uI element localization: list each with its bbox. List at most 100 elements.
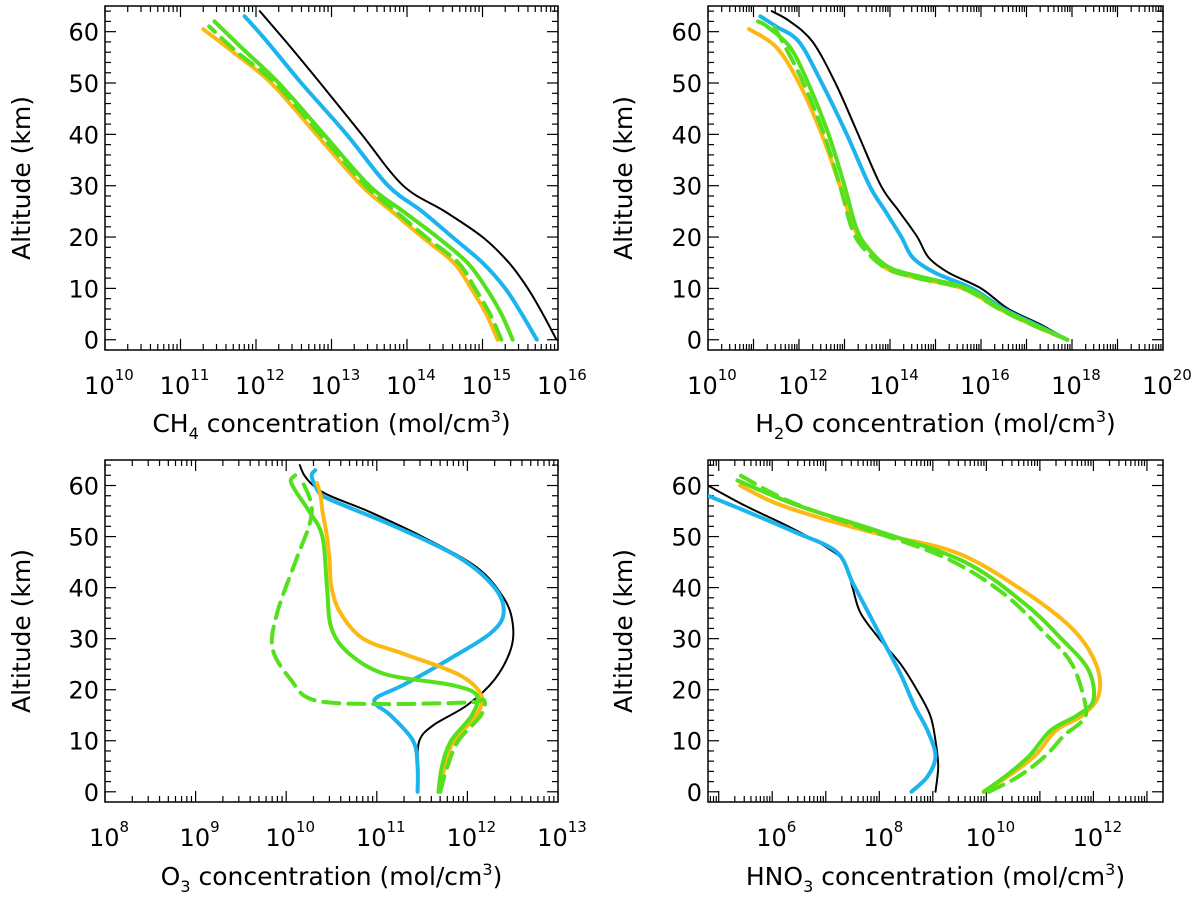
x-tick-base: 10 [869, 372, 900, 400]
series-line-green [288, 473, 480, 794]
x-tick-exponent: 11 [387, 818, 406, 836]
y-axis-title: Altitude (km) [609, 96, 638, 260]
y-tick-label: 60 [68, 473, 99, 501]
o3-panel: 108 109 1010 1011 1012 10130102030405060Altit… [7, 459, 587, 896]
x-tick-label: 1012 [235, 366, 285, 400]
x-title-subscript: 3 [180, 877, 190, 896]
y-tick-label: 40 [68, 575, 99, 603]
x-tick-base: 10 [960, 372, 991, 400]
x-tick-exponent: 9 [210, 818, 220, 836]
series-line-green [756, 19, 1070, 342]
y-tick-label: 40 [671, 575, 702, 603]
x-tick-base: 10 [1051, 372, 1082, 400]
x-tick-base: 10 [356, 824, 387, 852]
x-axis-title: HNO3 concentration (mol/cm3) [746, 860, 1125, 896]
series-line-blue [708, 493, 938, 794]
y-tick-label: 0 [687, 779, 702, 807]
x-title-superscript: 3 [482, 860, 492, 879]
x-tick-label: 1020 [1142, 366, 1192, 400]
x-title-text: concentration (mol/cm [191, 862, 483, 891]
x-title-end: ) [493, 862, 503, 891]
x-tick-exponent: 14 [900, 366, 919, 384]
x-tick-exponent: 10 [296, 818, 315, 836]
y-axis-title: Altitude (km) [7, 96, 36, 260]
x-tick-label: 1010 [966, 818, 1016, 852]
series-line-orange [315, 481, 485, 794]
series-group [269, 464, 515, 794]
y-tick-label: 60 [68, 19, 99, 47]
series-line-green-dashed [738, 473, 1089, 794]
x-title-subscript: 2 [774, 424, 784, 443]
y-tick-label: 0 [84, 327, 99, 355]
x-tick-base: 10 [84, 372, 115, 400]
x-tick-base: 10 [235, 372, 266, 400]
x-tick-label: 1012 [447, 818, 497, 852]
x-tick-base: 10 [386, 372, 417, 400]
x-tick-label: 1010 [265, 818, 315, 852]
x-title-species: H [755, 409, 774, 438]
x-tick-base: 10 [462, 372, 493, 400]
x-tick-label: 1011 [160, 366, 210, 400]
y-tick-label: 40 [671, 121, 702, 149]
y-tick-label: 30 [671, 626, 702, 654]
x-title-species: O [161, 862, 181, 891]
x-tick-exponent: 13 [568, 818, 587, 836]
x-tick-base: 10 [447, 824, 478, 852]
x-tick-base: 10 [966, 824, 997, 852]
x-tick-label: 1013 [311, 366, 361, 400]
series-group [201, 10, 558, 342]
x-tick-exponent: 18 [1082, 366, 1101, 384]
y-tick-label: 50 [68, 70, 99, 98]
plot-frame [707, 5, 1164, 351]
x-tick-base: 10 [89, 824, 120, 852]
x-tick-label: 1016 [960, 366, 1010, 400]
y-tick-label: 50 [671, 524, 702, 552]
series-line-black [258, 10, 558, 341]
x-tick-label: 1014 [869, 366, 919, 400]
x-tick-exponent: 10 [996, 818, 1015, 836]
x-title-superscript: 3 [491, 407, 501, 426]
y-tick-label: 50 [671, 70, 702, 98]
x-tick-base: 10 [537, 824, 568, 852]
x-tick-exponent: 10 [115, 366, 134, 384]
y-tick-label: 30 [671, 173, 702, 201]
y-tick-label: 0 [84, 779, 99, 807]
series-line-green [735, 478, 1097, 794]
x-tick-base: 10 [778, 372, 809, 400]
x-tick-label: 106 [756, 818, 796, 852]
x-tick-exponent: 16 [991, 366, 1010, 384]
x-tick-label: 1016 [537, 366, 587, 400]
plot-frame [104, 459, 559, 803]
ch4-panel: 1010 1011 1012 1013 1014 1015 1016010203040506… [7, 5, 587, 443]
x-tick-base: 10 [1073, 824, 1104, 852]
y-axis-title: Altitude (km) [7, 549, 36, 713]
series-line-blue [758, 14, 1070, 342]
y-tick-label: 60 [671, 473, 702, 501]
x-tick-exponent: 12 [477, 818, 496, 836]
x-title-species: CH [152, 409, 188, 438]
series-line-orange [201, 27, 500, 342]
x-tick-label: 1014 [386, 366, 436, 400]
series-line-green-dashed [207, 24, 504, 342]
series-line-blue [242, 14, 539, 342]
x-tick-exponent: 13 [341, 366, 360, 384]
x-tick-label: 1013 [537, 818, 587, 852]
y-tick-label: 60 [671, 19, 702, 47]
x-tick-label: 1012 [778, 366, 828, 400]
x-tick-exponent: 12 [809, 366, 828, 384]
x-tick-exponent: 8 [894, 818, 904, 836]
series-line-green-dashed [772, 24, 1070, 342]
y-tick-label: 30 [68, 626, 99, 654]
y-tick-label: 40 [68, 121, 99, 149]
x-title-subscript: 4 [189, 424, 199, 443]
x-tick-exponent: 8 [120, 818, 130, 836]
y-tick-label: 10 [671, 275, 702, 303]
x-axis-title: O3 concentration (mol/cm3) [161, 860, 503, 896]
x-tick-exponent: 16 [568, 366, 587, 384]
x-tick-base: 10 [687, 372, 718, 400]
x-title-text: concentration (mol/cm [813, 862, 1105, 891]
x-tick-base: 10 [1142, 372, 1173, 400]
y-axis-title: Altitude (km) [609, 549, 638, 713]
x-tick-label: 1015 [462, 366, 512, 400]
